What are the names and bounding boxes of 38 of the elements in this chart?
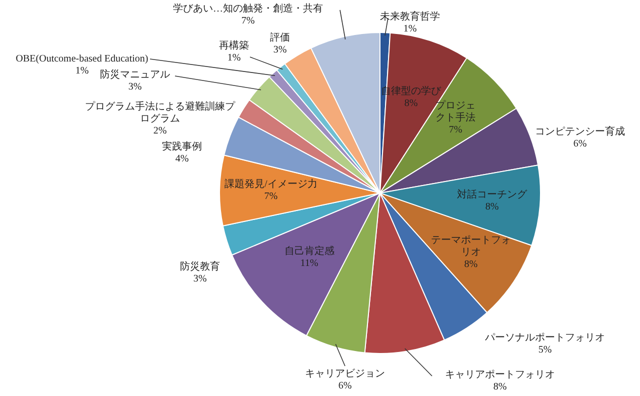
slice-label: キャリアポートフォリオ: [445, 370, 555, 381]
data-label: 3%: [193, 274, 207, 285]
slice-label: キャリアビジョン: [305, 368, 385, 380]
slice-label: 自己肯定感: [284, 244, 334, 257]
data-label: 1%: [403, 24, 417, 35]
data-label: 7%: [448, 124, 462, 136]
data-label: 11%: [300, 258, 318, 269]
slice-label: 自律型の学び: [381, 85, 442, 98]
slice-label: 課題発見/イメージ力: [224, 178, 318, 190]
data-label: 8%: [493, 382, 507, 393]
slice-label: 評価: [270, 32, 290, 44]
slice-label: OBE(Outcome-based Education): [16, 54, 148, 65]
data-label: 7%: [241, 16, 255, 27]
slice-label: 防災マニュアル: [100, 68, 170, 81]
data-label: 3%: [273, 44, 287, 56]
data-label: 8%: [464, 259, 478, 270]
slice-label: 対話コーチング: [456, 188, 528, 201]
slice-label: 実践事例: [162, 140, 202, 153]
data-label: 6%: [338, 380, 352, 392]
data-label: 2%: [153, 126, 167, 137]
slice-label: テーマポートフォリオ: [430, 235, 511, 258]
data-label: 1%: [75, 66, 89, 77]
slice-label: プロジェクト手法: [435, 99, 476, 124]
slice-label: 再構築: [219, 40, 249, 52]
data-label: 1%: [227, 52, 241, 64]
slice-label: パーソナルポートフォリオ: [484, 332, 605, 344]
data-label: 7%: [264, 190, 278, 202]
slice-label: 防災教育: [180, 260, 220, 273]
data-label: 4%: [175, 154, 189, 165]
data-label: 5%: [538, 344, 552, 356]
data-label: 3%: [128, 82, 142, 93]
slice-label: コンピテンシー育成: [535, 126, 625, 138]
slice-label: 未来教育哲学: [380, 10, 440, 23]
data-label: 8%: [404, 98, 418, 110]
slice-label: 学びあい…知の触発・創造・共有: [173, 2, 323, 15]
data-label: 6%: [573, 138, 587, 150]
slice-label: プログラム手法による避難訓練プログラム: [85, 100, 236, 125]
data-label: 8%: [485, 202, 499, 213]
